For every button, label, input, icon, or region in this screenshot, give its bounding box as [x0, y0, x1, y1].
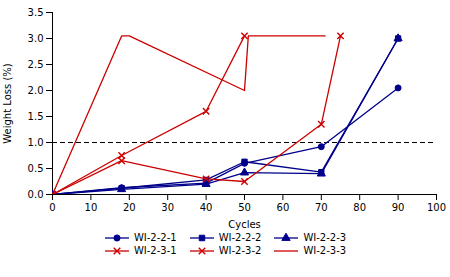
svg-text:3.5: 3.5: [28, 7, 44, 18]
html-text:WI-2-2-1: WI-2-2-1: [133, 232, 177, 243]
svg-text:80: 80: [353, 202, 366, 213]
html-text:WI-2-2-3: WI-2-2-3: [303, 232, 347, 243]
svg-text:Weight Loss (%): Weight Loss (%): [2, 63, 13, 144]
svg-text:10: 10: [85, 202, 98, 213]
svg-text:100: 100: [427, 202, 446, 213]
svg-text:20: 20: [123, 202, 136, 213]
html-text:WI-2-3-2: WI-2-3-2: [218, 245, 262, 256]
svg-text:1.5: 1.5: [28, 111, 44, 122]
svg-text:2.5: 2.5: [28, 59, 44, 70]
svg-text:0.0: 0.0: [28, 189, 44, 200]
html-text:WI-2-3-3: WI-2-3-3: [303, 245, 347, 256]
svg-text:0.5: 0.5: [28, 163, 44, 174]
svg-text:90: 90: [392, 202, 405, 213]
svg-text:30: 30: [161, 202, 174, 213]
svg-text:1.0: 1.0: [28, 137, 44, 148]
svg-text:50: 50: [238, 202, 251, 213]
svg-text:60: 60: [277, 202, 290, 213]
svg-text:3.0: 3.0: [28, 33, 44, 44]
svg-text:70: 70: [315, 202, 328, 213]
svg-text:2.0: 2.0: [28, 85, 44, 96]
svg-text:40: 40: [200, 202, 213, 213]
svg-text:Cycles: Cycles: [228, 219, 261, 230]
html-text:WI-2-2-2: WI-2-2-2: [218, 232, 262, 243]
html-text:WI-2-3-1: WI-2-3-1: [133, 245, 177, 256]
svg-text:0: 0: [49, 202, 55, 213]
